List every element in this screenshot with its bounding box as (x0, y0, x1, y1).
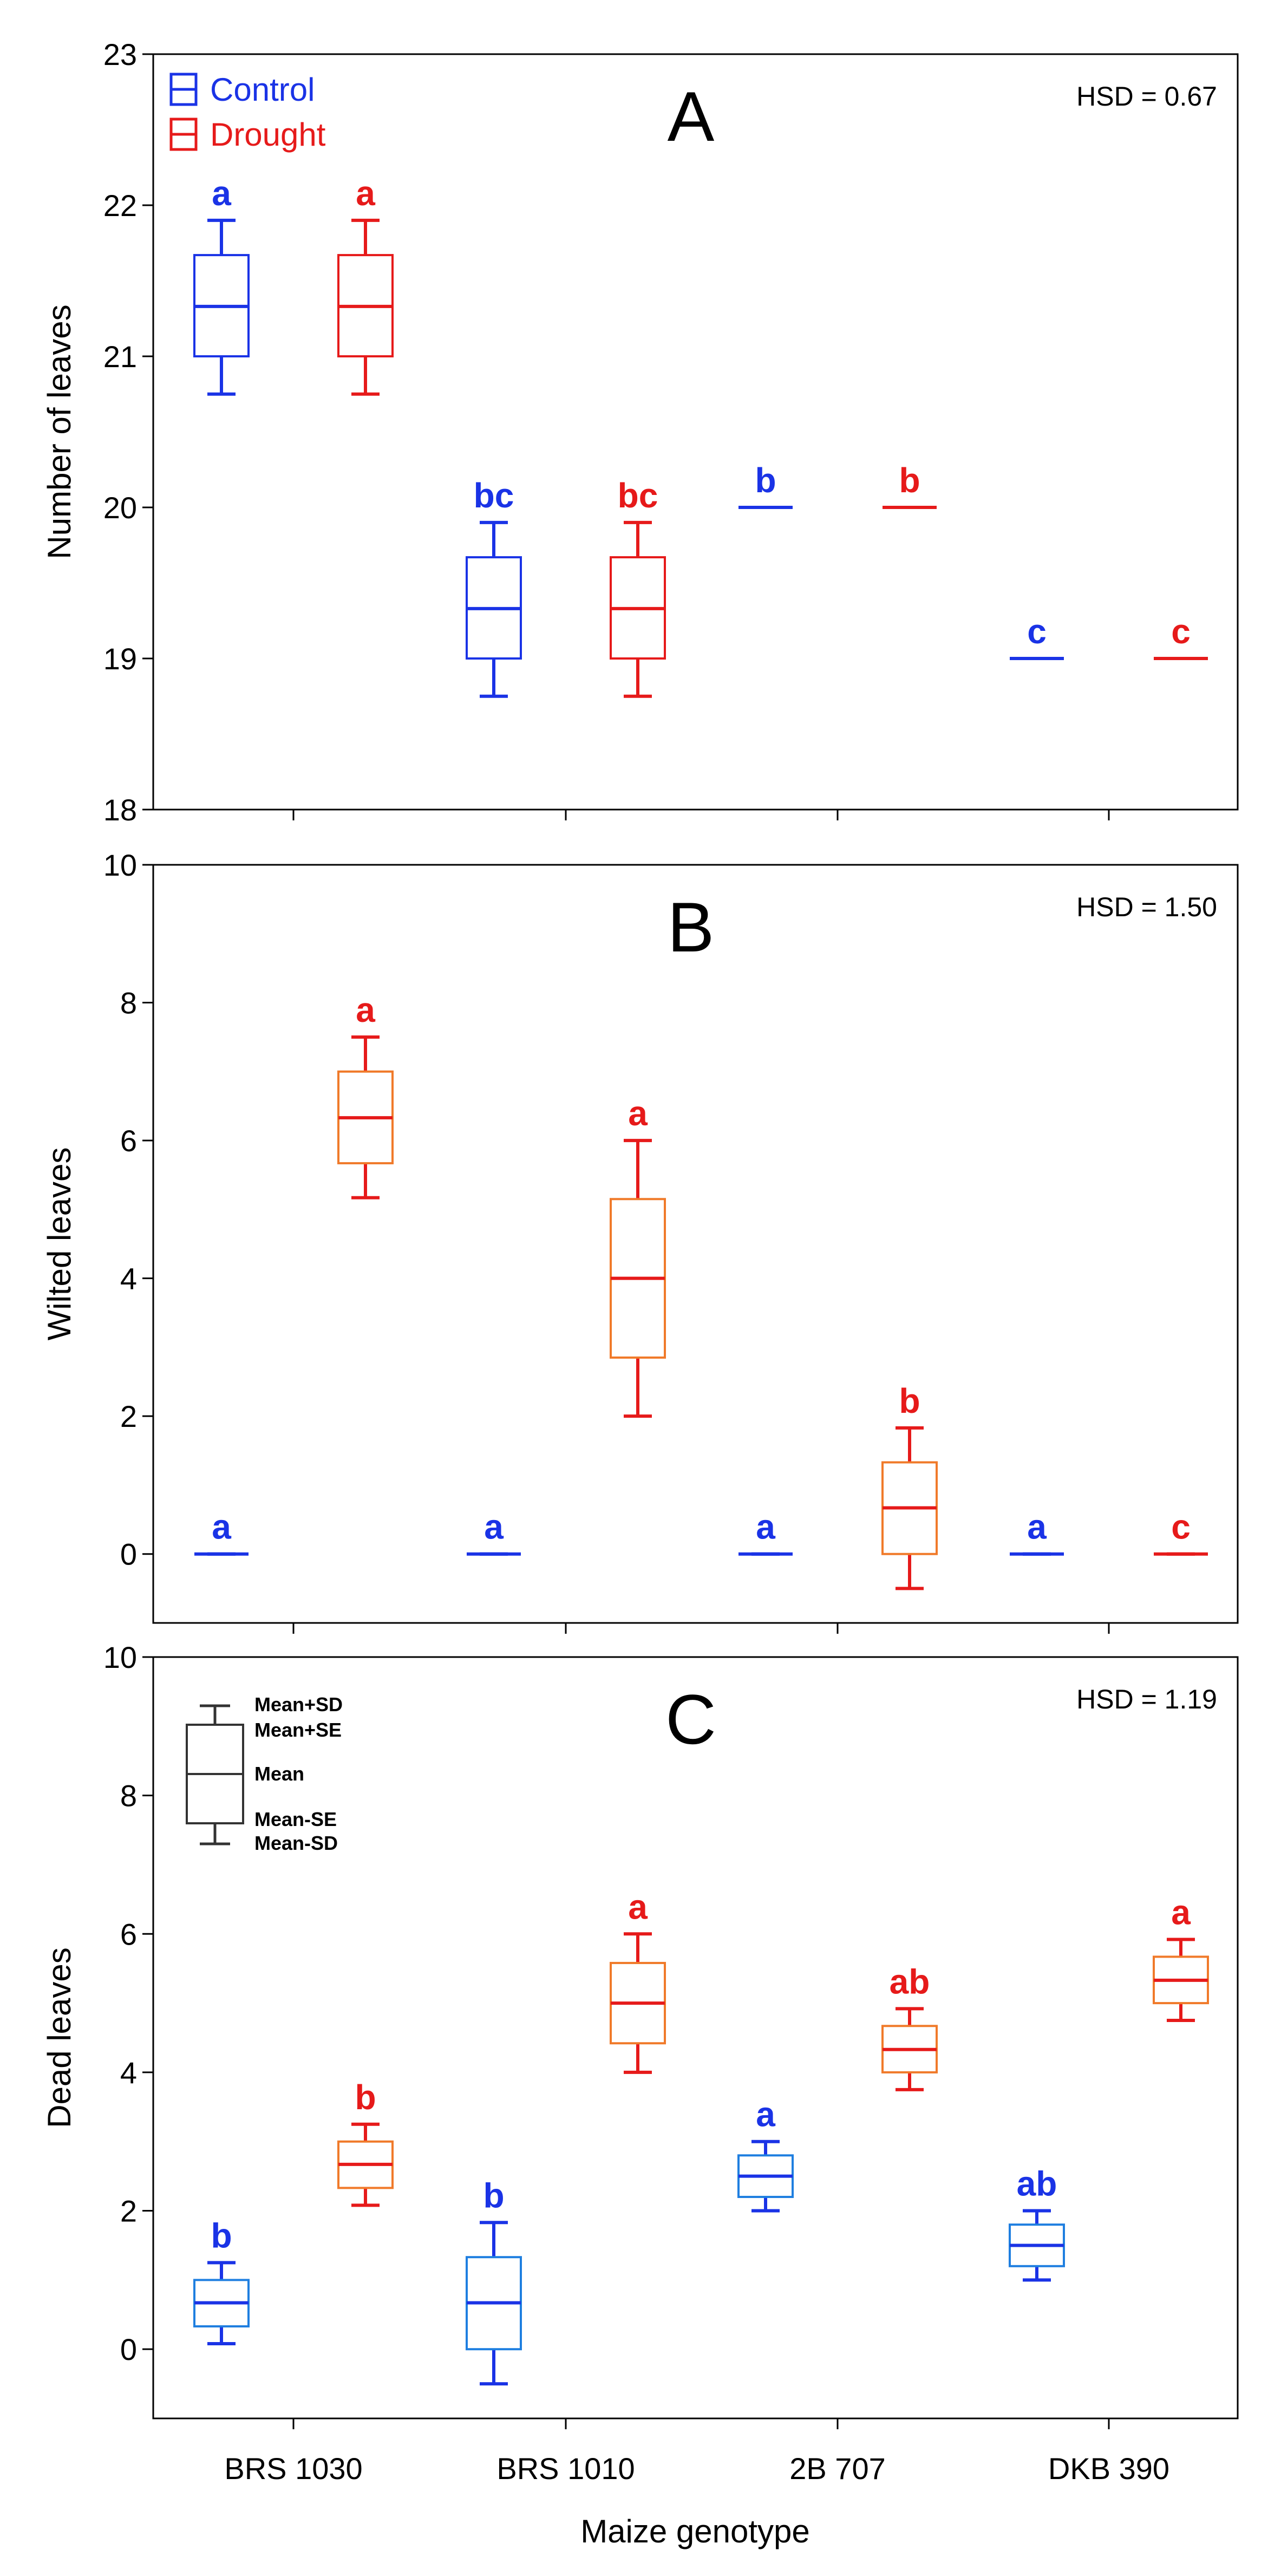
key-label: Mean+SD (254, 1693, 343, 1716)
panel-a: 18 19 20 21 22 23 Number of leaves A HSD = 0.67 a… (41, 37, 1239, 827)
y-tick-label: 0 (120, 2332, 137, 2366)
key-label: Mean+SE (254, 1719, 342, 1741)
significance-letter: b (899, 461, 920, 500)
box-drought: b (881, 1381, 938, 1590)
y-tick-label: 4 (120, 2056, 137, 2090)
box-drought: a (1153, 1893, 1209, 2023)
x-tick-label: DKB 390 (1048, 2451, 1169, 2486)
significance-letter: a (628, 1094, 648, 1133)
significance-letter: a (1171, 1893, 1191, 1932)
significance-letter: b (483, 2176, 504, 2215)
x-tick-label: 2B 707 (789, 2451, 886, 2486)
y-tick-label: 2 (120, 2194, 137, 2228)
significance-letter: b (355, 2078, 376, 2117)
box-control: a (738, 1508, 793, 1556)
y-tick-label: 21 (103, 340, 137, 374)
y-tick-label: 8 (120, 1779, 137, 1813)
box-control: b (193, 2216, 250, 2345)
panel-letter: C (665, 1680, 716, 1759)
significance-letter: a (756, 2095, 775, 2134)
box-drought: b (883, 461, 937, 509)
box-drought: a (610, 1887, 666, 2074)
box-drought: ab (881, 1962, 938, 2091)
key-label: Mean-SE (254, 1808, 337, 1830)
y-tick-label: 2 (120, 1399, 137, 1433)
box-control: b (738, 461, 793, 509)
significance-letter: c (1171, 612, 1191, 651)
box-control: b (466, 2176, 522, 2386)
y-tick-label: 6 (120, 1917, 137, 1951)
key-label: Mean (254, 1763, 304, 1785)
box-control: a (193, 174, 250, 396)
panel-letter: B (668, 888, 715, 967)
y-tick-label: 10 (103, 848, 137, 882)
legend-label: Control (210, 71, 315, 108)
box-control: a (194, 1508, 249, 1556)
plot-frame (152, 864, 1239, 1624)
panel-c: 0 2 4 6 8 10 Dead leaves C HSD = 1.19 b b a ab b a ab a M… (41, 1640, 1239, 2429)
significance-letter: a (484, 1508, 504, 1547)
y-tick-label: 23 (103, 37, 137, 71)
significance-letter: a (356, 174, 375, 213)
significance-letter: b (211, 2216, 232, 2255)
significance-letter: a (756, 1508, 775, 1547)
significance-letter: ab (1017, 2164, 1057, 2203)
x-tick-label: BRS 1010 (496, 2451, 635, 2486)
plot-frame (152, 1656, 1239, 2420)
box-drought: a (610, 1094, 666, 1418)
legend-label: Drought (210, 116, 326, 153)
panel-letter: A (668, 77, 715, 156)
significance-letter: a (212, 1508, 231, 1547)
box-drought: b (337, 2078, 394, 2207)
significance-letter: bc (618, 476, 658, 515)
y-tick-label: 10 (103, 1640, 137, 1674)
y-axis-title: Wilted leaves (41, 1147, 77, 1341)
y-tick-label: 18 (103, 793, 137, 827)
x-axis-title: Maize genotype (580, 2513, 810, 2549)
significance-letter: a (212, 174, 231, 213)
y-tick-label: 6 (120, 1124, 137, 1158)
box-control: c (1010, 612, 1064, 660)
box-drought: bc (610, 476, 666, 698)
y-axis-title: Dead leaves (41, 1947, 77, 2128)
hsd-label: HSD = 1.19 (1076, 1684, 1217, 1714)
significance-letter: a (628, 1887, 648, 1926)
box-control: bc (466, 476, 522, 698)
significance-letter: c (1171, 1508, 1191, 1547)
box-control: ab (1009, 2164, 1065, 2282)
box-drought: c (1154, 612, 1208, 660)
key-label: Mean-SD (254, 1832, 338, 1854)
x-tick-label: BRS 1030 (224, 2451, 362, 2486)
box-drought: c (1154, 1508, 1208, 1556)
hsd-label: HSD = 0.67 (1076, 81, 1217, 112)
box-control: a (467, 1508, 521, 1556)
y-axis-title: Number of leaves (41, 304, 77, 559)
box-control: a (1010, 1508, 1064, 1556)
hsd-label: HSD = 1.50 (1076, 892, 1217, 922)
significance-letter: bc (474, 476, 514, 515)
y-tick-label: 8 (120, 986, 137, 1020)
box-control: a (737, 2095, 794, 2213)
significance-letter: a (356, 990, 375, 1029)
significance-letter: a (1027, 1508, 1047, 1547)
box-drought: a (337, 174, 394, 396)
legend: Control Drought (169, 71, 326, 153)
y-tick-label: 22 (103, 188, 137, 223)
y-tick-label: 20 (103, 491, 137, 525)
y-tick-label: 4 (120, 1262, 137, 1296)
plot-frame (152, 53, 1239, 811)
panel-b: 0 2 4 6 8 10 Wilted leaves B HSD = 1.50 a a a a a a b c (41, 848, 1239, 1634)
significance-letter: ab (890, 1962, 930, 2001)
significance-letter: b (755, 461, 776, 500)
y-tick-label: 19 (103, 642, 137, 676)
box-drought: a (337, 990, 394, 1199)
significance-letter: b (899, 1381, 920, 1420)
y-tick-label: 0 (120, 1537, 137, 1571)
significance-letter: c (1027, 612, 1047, 651)
